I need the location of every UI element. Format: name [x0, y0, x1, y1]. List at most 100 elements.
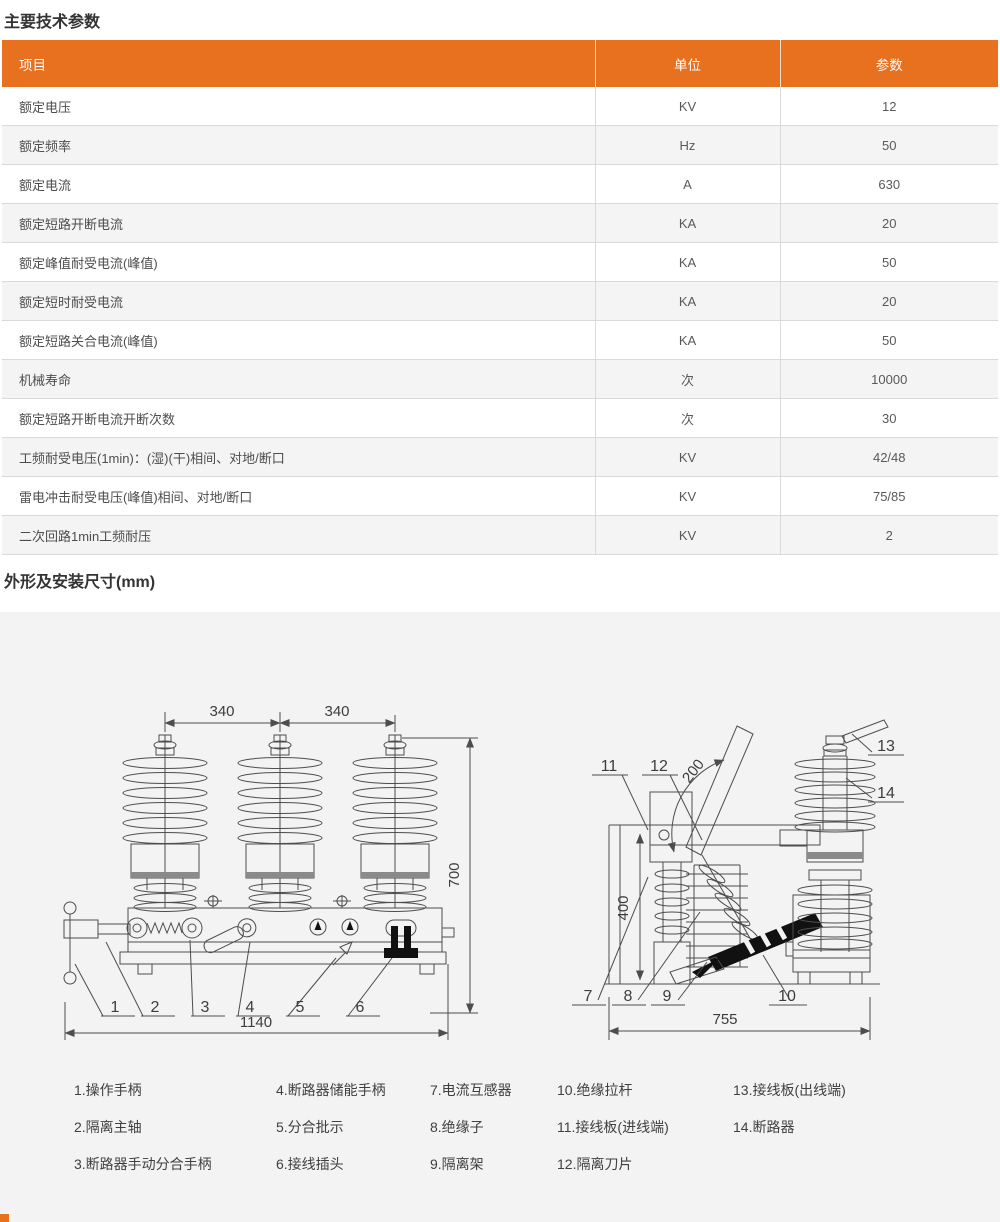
side-dimensions: [572, 733, 904, 1040]
table-row: 机械寿命次 10000: [2, 359, 998, 399]
cell-item: 额定峰值耐受电流(峰值): [2, 242, 596, 282]
callout-10: 10: [778, 988, 796, 1005]
col-header-item: 项目: [2, 40, 595, 87]
callout-12: 12: [650, 758, 668, 775]
cell-item: 额定短路关合电流(峰值): [2, 320, 596, 360]
callout-13: 13: [877, 738, 895, 755]
dim-label-200: 200: [679, 756, 708, 786]
operating-handle: [63, 901, 131, 985]
table-row: 额定短路开断电流开断次数次 30: [2, 398, 998, 438]
legend-column-1: 1.操作手柄 2.隔离主轴 3.断路器手动分合手柄: [74, 1072, 212, 1183]
params-table: 项目 单位 参数 额定电压 KV 12 额定频率 Hz 50 额定电流 A 630 额定短路…: [2, 40, 998, 555]
cell-item: 二次回路1min工频耐压: [2, 515, 596, 555]
cell-unit: KA: [595, 203, 781, 243]
front-dimensions: [64, 712, 478, 1040]
cell-value: 42/48: [780, 437, 998, 477]
cell-unit: KA: [595, 281, 781, 321]
cell-value: 20: [780, 281, 998, 321]
callout-4: 4: [246, 999, 255, 1016]
cell-unit: 次: [595, 398, 781, 438]
storage-spring: [126, 917, 203, 939]
legend-item: 11.接线板(进线端): [557, 1119, 669, 1135]
legend-item: 6.接线插头: [276, 1156, 344, 1172]
cell-value: 20: [780, 203, 998, 243]
breaker-column: [779, 719, 889, 985]
outline-drawing: 340 340 700 1140 1 2 3 4 5 6: [63, 703, 904, 1040]
wiring-plug: [384, 919, 418, 958]
chassis-body: [119, 895, 455, 975]
position-indicators: [309, 918, 359, 966]
table-row: 额定短时耐受电流 KA 20: [2, 281, 998, 321]
cell-item: 额定短路开断电流开断次数: [2, 398, 596, 438]
legend-column-2: 4.断路器储能手柄 5.分合批示 6.接线插头: [276, 1072, 386, 1183]
legend-item: 8.绝缘子: [430, 1119, 484, 1135]
legend-item: 14.断路器: [733, 1119, 795, 1135]
table-row: 额定峰值耐受电流(峰值) KA 50: [2, 242, 998, 282]
cell-item: 额定电流: [2, 164, 596, 204]
front-view-drawing: 340 340 700 1140 1 2 3 4 5 6: [63, 703, 478, 1040]
col-header-value: 参数: [779, 40, 998, 87]
table-row: 额定电流 A 630: [2, 164, 998, 204]
table-header-row: 项目 单位 参数: [2, 40, 998, 87]
cell-value: 12: [780, 87, 998, 126]
table-row: 额定短路开断电流 KA 20: [2, 203, 998, 243]
manual-handle: [203, 918, 257, 954]
cell-unit: 次: [595, 359, 781, 399]
dim-label-700: 700: [446, 862, 463, 887]
table-row: 工频耐受电压(1min)：(湿)(干)相间、对地/断口 KV 42/48: [2, 437, 998, 477]
callout-11: 11: [601, 758, 618, 775]
callout-8: 8: [624, 988, 633, 1005]
table-row: 额定频率 Hz 50: [2, 125, 998, 165]
legend-item: 10.绝缘拉杆: [557, 1082, 633, 1098]
legend-item: 9.隔离架: [430, 1156, 484, 1172]
legend-item: 7.电流互感器: [430, 1082, 512, 1098]
table-row: 额定短路关合电流(峰值) KA 50: [2, 320, 998, 360]
dim-label-755: 755: [712, 1011, 737, 1028]
dim-label-1140: 1140: [240, 1014, 272, 1031]
cell-item: 雷电冲击耐受电压(峰值)相间、对地/断口: [2, 476, 596, 516]
cell-item: 额定电压: [2, 87, 596, 126]
col-header-unit: 单位: [594, 40, 780, 87]
callout-9: 9: [663, 988, 672, 1005]
section-title-parameters: 主要技术参数: [4, 14, 101, 31]
cell-unit: KA: [595, 320, 781, 360]
cell-value: 30: [780, 398, 998, 438]
current-transformer: [653, 862, 691, 985]
callout-2: 2: [151, 999, 160, 1016]
cell-value: 50: [780, 242, 998, 282]
dim-label-340-right: 340: [324, 703, 349, 720]
legend-item: 3.断路器手动分合手柄: [74, 1156, 212, 1172]
blade-assembly: [669, 913, 823, 985]
callout-14: 14: [877, 785, 895, 802]
cell-unit: KV: [595, 87, 781, 126]
page-corner-accent: [0, 1214, 9, 1222]
drawing-panel: 340 340 700 1140 1 2 3 4 5 6: [0, 612, 1000, 1222]
cell-unit: Hz: [595, 125, 781, 165]
legend-column-4: 10.绝缘拉杆 11.接线板(进线端) 12.隔离刀片: [557, 1072, 669, 1183]
callout-6: 6: [356, 999, 365, 1016]
legend-item: 1.操作手柄: [74, 1082, 142, 1098]
legend-column-3: 7.电流互感器 8.绝缘子 9.隔离架: [430, 1072, 512, 1183]
cell-unit: KA: [595, 242, 781, 282]
cell-unit: KV: [595, 515, 781, 555]
cell-value: 630: [780, 164, 998, 204]
cell-value: 50: [780, 125, 998, 165]
cell-item: 额定短路开断电流: [2, 203, 596, 243]
cell-unit: KV: [595, 437, 781, 477]
cell-value: 10000: [780, 359, 998, 399]
legend-item: 12.隔离刀片: [557, 1156, 633, 1172]
cell-unit: A: [595, 164, 781, 204]
insulating-rod: [698, 854, 759, 953]
callout-3: 3: [201, 999, 210, 1016]
legend-item: 13.接线板(出线端): [733, 1082, 846, 1098]
dim-label-400: 400: [615, 895, 632, 920]
cell-value: 50: [780, 320, 998, 360]
cell-unit: KV: [595, 476, 781, 516]
legend-item: 5.分合批示: [276, 1119, 344, 1135]
table-row: 额定电压 KV 12: [2, 87, 998, 126]
legend-item: 4.断路器储能手柄: [276, 1082, 386, 1098]
side-view-drawing: 200 400 755 7 8 9 10 11 12 13 14: [572, 719, 904, 1040]
legend-item: 2.隔离主轴: [74, 1119, 142, 1135]
cell-item: 额定频率: [2, 125, 596, 165]
